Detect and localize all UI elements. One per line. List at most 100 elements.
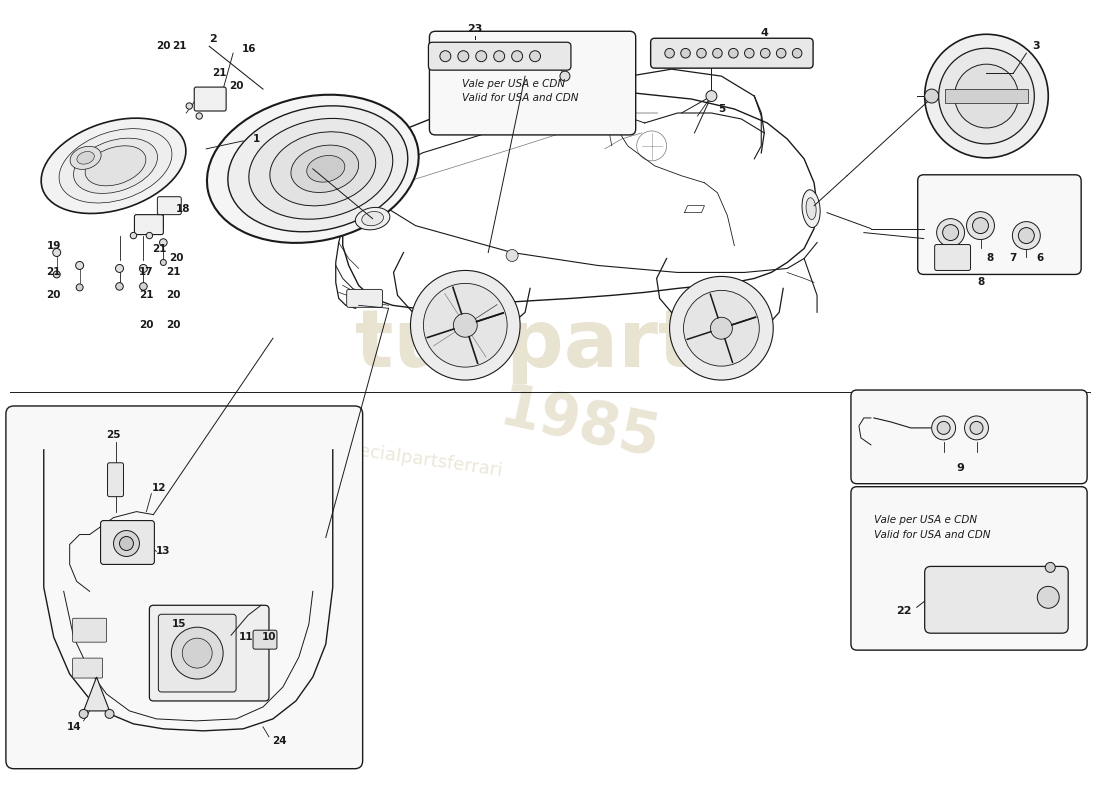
Circle shape xyxy=(925,89,938,103)
Ellipse shape xyxy=(85,146,146,186)
Circle shape xyxy=(116,282,123,290)
Ellipse shape xyxy=(802,190,821,227)
Circle shape xyxy=(711,318,733,339)
FancyBboxPatch shape xyxy=(428,42,571,70)
Circle shape xyxy=(53,249,60,257)
Circle shape xyxy=(453,314,477,338)
Circle shape xyxy=(792,49,802,58)
FancyBboxPatch shape xyxy=(851,486,1087,650)
Ellipse shape xyxy=(74,138,157,194)
Circle shape xyxy=(161,259,166,266)
Text: 21: 21 xyxy=(172,42,187,51)
Text: 21: 21 xyxy=(140,290,154,300)
Circle shape xyxy=(140,282,147,290)
Text: 21: 21 xyxy=(46,267,60,278)
FancyBboxPatch shape xyxy=(158,614,236,692)
FancyBboxPatch shape xyxy=(935,245,970,270)
Circle shape xyxy=(670,277,773,380)
Circle shape xyxy=(113,530,140,557)
Circle shape xyxy=(53,271,60,278)
FancyBboxPatch shape xyxy=(650,38,813,68)
Text: 23: 23 xyxy=(468,24,483,34)
Text: Vale per USA e CDN
Valid for USA and CDN: Vale per USA e CDN Valid for USA and CDN xyxy=(462,78,579,103)
Circle shape xyxy=(1045,562,1055,572)
FancyBboxPatch shape xyxy=(73,658,102,678)
Text: 17: 17 xyxy=(139,267,154,278)
FancyBboxPatch shape xyxy=(253,630,277,649)
Circle shape xyxy=(140,265,147,273)
Circle shape xyxy=(186,103,192,110)
Text: 1985: 1985 xyxy=(495,380,666,470)
Circle shape xyxy=(506,250,518,262)
Circle shape xyxy=(1019,228,1034,243)
Circle shape xyxy=(494,50,505,62)
FancyBboxPatch shape xyxy=(429,31,636,135)
Circle shape xyxy=(681,49,691,58)
Ellipse shape xyxy=(270,132,376,206)
FancyBboxPatch shape xyxy=(925,566,1068,633)
FancyBboxPatch shape xyxy=(195,87,227,111)
Circle shape xyxy=(172,627,223,679)
Text: Vale per USA e CDN
Valid for USA and CDN: Vale per USA e CDN Valid for USA and CDN xyxy=(873,515,990,540)
Text: specialpartsferrari: specialpartsferrari xyxy=(338,439,504,480)
Ellipse shape xyxy=(355,207,389,230)
Ellipse shape xyxy=(41,118,186,214)
Circle shape xyxy=(76,284,84,291)
Text: 24: 24 xyxy=(272,736,286,746)
Text: 7: 7 xyxy=(1010,254,1018,263)
Text: 15: 15 xyxy=(172,619,187,630)
Text: 1: 1 xyxy=(252,134,260,144)
Text: 4: 4 xyxy=(760,28,768,38)
Text: 18: 18 xyxy=(176,204,190,214)
Circle shape xyxy=(937,422,950,434)
Circle shape xyxy=(713,49,723,58)
Circle shape xyxy=(196,113,202,119)
Text: 20: 20 xyxy=(166,290,180,300)
Circle shape xyxy=(458,50,469,62)
FancyBboxPatch shape xyxy=(945,89,1028,103)
Circle shape xyxy=(116,265,123,273)
Text: 20: 20 xyxy=(156,42,170,51)
Circle shape xyxy=(970,422,983,434)
Ellipse shape xyxy=(290,145,359,193)
FancyBboxPatch shape xyxy=(157,197,182,214)
Text: 11: 11 xyxy=(239,632,253,642)
Circle shape xyxy=(760,49,770,58)
Text: 3: 3 xyxy=(1033,42,1041,51)
Circle shape xyxy=(476,50,486,62)
Circle shape xyxy=(560,71,570,81)
Text: 20: 20 xyxy=(166,320,180,330)
Circle shape xyxy=(696,49,706,58)
Circle shape xyxy=(728,49,738,58)
Text: 16: 16 xyxy=(242,44,256,54)
FancyBboxPatch shape xyxy=(150,606,270,701)
Circle shape xyxy=(965,416,989,440)
Text: tuoparts: tuoparts xyxy=(355,306,745,384)
Circle shape xyxy=(512,50,522,62)
FancyBboxPatch shape xyxy=(134,214,163,234)
Ellipse shape xyxy=(249,118,393,219)
Text: 21: 21 xyxy=(166,267,180,278)
Circle shape xyxy=(106,710,114,718)
Circle shape xyxy=(440,50,451,62)
Text: 13: 13 xyxy=(156,546,170,557)
Text: 25: 25 xyxy=(107,430,121,440)
Circle shape xyxy=(925,34,1048,158)
Text: 20: 20 xyxy=(140,320,154,330)
Circle shape xyxy=(130,232,136,238)
Ellipse shape xyxy=(228,106,408,232)
Ellipse shape xyxy=(307,155,344,182)
Text: 20: 20 xyxy=(169,254,184,263)
Polygon shape xyxy=(84,677,110,711)
Text: 14: 14 xyxy=(66,722,81,732)
Circle shape xyxy=(529,50,540,62)
Circle shape xyxy=(664,49,674,58)
Text: 20: 20 xyxy=(46,290,60,300)
FancyBboxPatch shape xyxy=(851,390,1087,484)
FancyBboxPatch shape xyxy=(108,462,123,497)
Ellipse shape xyxy=(207,94,419,243)
Text: 12: 12 xyxy=(152,482,166,493)
Circle shape xyxy=(937,218,965,246)
Ellipse shape xyxy=(806,198,816,219)
Circle shape xyxy=(972,218,989,234)
